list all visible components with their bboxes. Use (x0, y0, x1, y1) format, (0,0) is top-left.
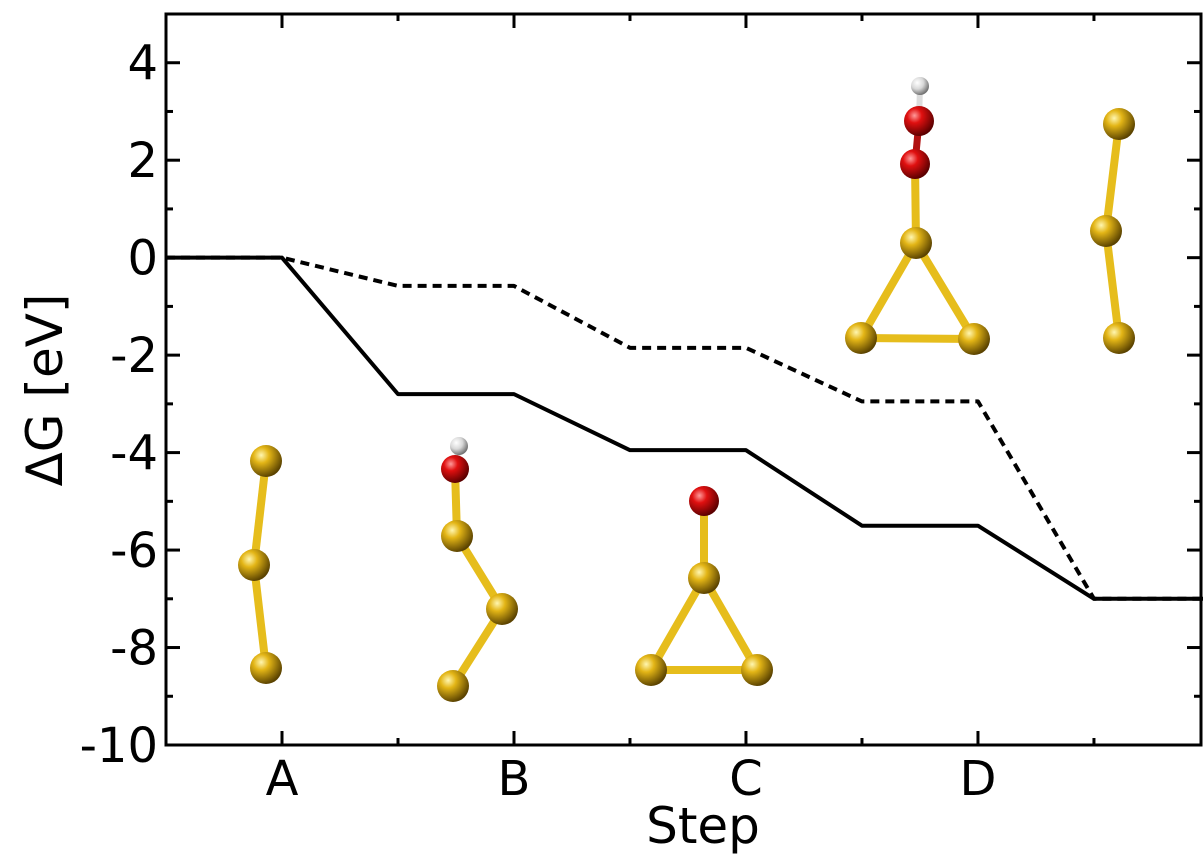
plot-frame (166, 14, 1201, 745)
y-tick-label: -10 (80, 718, 158, 774)
y-tick-label: -6 (110, 523, 158, 579)
y-tick-label: 4 (127, 36, 158, 92)
molecule-e (1090, 108, 1135, 354)
y-tick-label: -2 (110, 328, 158, 384)
x-tick-label: B (498, 751, 531, 807)
lines (166, 258, 1203, 599)
page: {"chart_data": { "type": "line", "y_labe… (0, 0, 1203, 855)
molecules (238, 77, 1135, 702)
molecule-d (845, 77, 990, 355)
y-tick-label: 0 (127, 231, 158, 287)
plot-border (166, 14, 1201, 745)
y-tick-label: -8 (110, 621, 158, 677)
series-line (166, 258, 1203, 599)
y-tick-label: 2 (127, 133, 158, 189)
x-tick-label: C (729, 751, 763, 807)
y-axis-label: ΔG [eV] (16, 294, 74, 487)
molecule-b (437, 437, 518, 702)
y-tick-label: -4 (110, 426, 158, 482)
molecule-a (238, 445, 282, 684)
series-line (166, 258, 1203, 599)
chart: Step ΔG [eV] -10-8-6-4-2024ABCD (0, 0, 1203, 855)
molecule-c (635, 486, 773, 686)
x-tick-label: D (959, 751, 996, 807)
x-tick-label: A (266, 751, 299, 807)
